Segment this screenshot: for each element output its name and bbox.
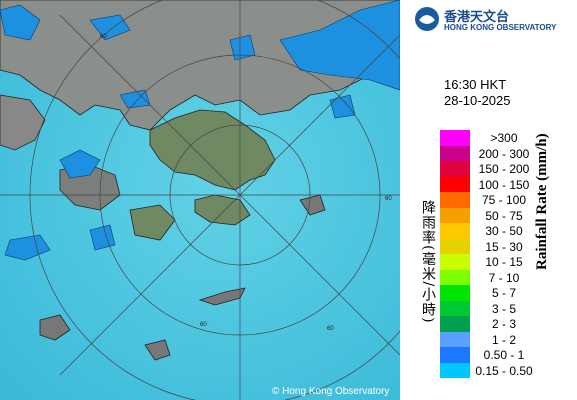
legend-label: 2 - 3: [491, 317, 516, 331]
legend-label: 1 - 2: [491, 332, 516, 347]
range-rings: [0, 0, 400, 400]
legend-swatch: [440, 176, 470, 192]
logo-icon: [415, 7, 439, 31]
date: 28-10-2025: [444, 93, 511, 108]
legend-label: 3 - 5: [491, 301, 516, 316]
ring-label: 60: [100, 34, 107, 40]
legend-label: 75 - 100: [481, 193, 527, 207]
legend-swatch: [440, 161, 470, 177]
legend-swatch: [440, 207, 470, 223]
time: 16:30 HKT: [444, 77, 507, 92]
legend-swatch: [440, 223, 470, 239]
legend-label: 150 - 200: [478, 162, 530, 176]
ring-label: 60: [385, 196, 392, 202]
legend-label: >300: [490, 131, 518, 145]
ring-label: 60: [327, 326, 334, 332]
legend-label: 0.50 - 1: [483, 348, 525, 362]
legend-label: 5 - 7: [491, 286, 516, 300]
legend-label: 15 - 30: [485, 239, 523, 254]
legend-panel: 香港天文台 HONG KONG OBSERVATORY 16:30 HKT 28…: [400, 0, 577, 400]
legend-swatch: [440, 331, 470, 347]
legend-label: 50 - 75: [485, 208, 523, 223]
legend-label: 7 - 10: [488, 270, 520, 285]
legend-swatch: [440, 269, 470, 285]
ring-label: 60: [200, 322, 207, 328]
legend-swatch: [440, 238, 470, 254]
legend-title-cn: 降雨率(毫米/小時): [420, 200, 436, 324]
logo-cn: 香港天文台: [444, 10, 510, 25]
ring-labels: 60 60 60 60: [100, 34, 392, 332]
legend-swatch: [440, 300, 470, 316]
legend-swatch: [440, 130, 470, 146]
legend-swatch: [440, 192, 470, 208]
logo-en: HONG KONG OBSERVATORY: [444, 23, 557, 32]
legend-label: 30 - 50: [485, 224, 523, 238]
legend-swatch: [440, 285, 470, 301]
legend-label: 0.15 - 0.50: [475, 363, 533, 378]
legend-swatch: [440, 362, 470, 378]
legend-swatch: [440, 254, 470, 270]
legend-swatch: [440, 145, 470, 161]
legend-swatch: [440, 316, 470, 332]
legend-swatch: [440, 347, 470, 363]
radar-map: 60 60 60 60 © Hong Kong Observatory: [0, 0, 400, 400]
legend-title-en: Rainfall Rate (mm/h): [534, 133, 550, 270]
legend-label: 100 - 150: [478, 177, 530, 192]
radar-echo: [0, 0, 400, 261]
legend-label: 10 - 15: [485, 255, 523, 269]
legend-label: 200 - 300: [478, 146, 530, 161]
copyright: © Hong Kong Observatory: [272, 386, 389, 397]
